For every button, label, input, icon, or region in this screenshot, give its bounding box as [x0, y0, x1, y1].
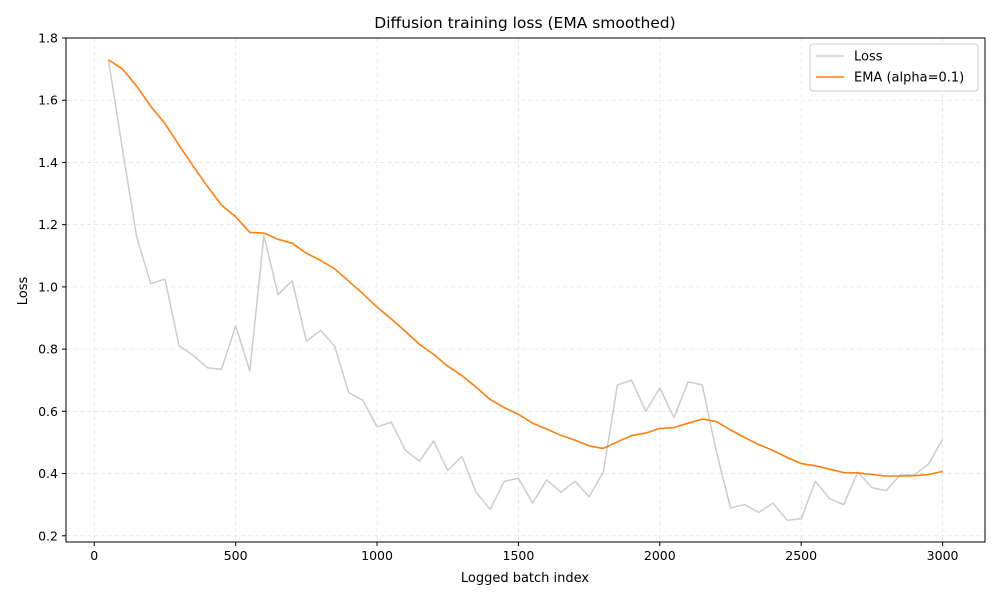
y-tick-label: 1.4 — [38, 155, 58, 170]
x-tick-label: 3000 — [927, 548, 959, 563]
y-tick-label: 0.8 — [38, 342, 58, 357]
series-line-1 — [107, 59, 943, 477]
y-tick-label: 1.6 — [38, 93, 58, 108]
x-tick-label: 500 — [224, 548, 248, 563]
y-tick-label: 1.2 — [38, 217, 58, 232]
series-line-0 — [107, 59, 944, 521]
x-tick-label: 0 — [90, 548, 98, 563]
grid-lines — [66, 37, 985, 542]
legend-label: EMA (alpha=0.1) — [854, 71, 964, 86]
x-axis-label: Logged batch index — [461, 571, 590, 586]
legend-box — [809, 43, 979, 92]
y-tick-label: 0.6 — [38, 404, 58, 419]
x-tick-label: 2000 — [644, 548, 676, 563]
legend: Loss EMA (alpha=0.1) — [809, 43, 979, 92]
legend-label: Loss — [854, 50, 883, 65]
series-layer — [107, 59, 944, 521]
y-tick-label: 0.2 — [38, 528, 58, 543]
y-axis-label: Loss — [16, 277, 31, 306]
x-tick-label: 1500 — [503, 548, 535, 563]
plot-frame — [65, 37, 986, 543]
x-tick-label: 1000 — [361, 548, 393, 563]
y-axis: 0.2 0.4 0.6 0.8 1.0 1.2 1.4 1.6 1.8 — [38, 31, 66, 543]
y-tick-label: 0.4 — [38, 466, 58, 481]
y-tick-label: 1.0 — [38, 279, 58, 294]
x-tick-label: 2500 — [785, 548, 817, 563]
x-axis: 0 500 1000 1500 2000 2500 3000 — [90, 542, 959, 563]
chart-title: Diffusion training loss (EMA smoothed) — [374, 14, 675, 32]
y-tick-label: 1.8 — [38, 31, 58, 46]
